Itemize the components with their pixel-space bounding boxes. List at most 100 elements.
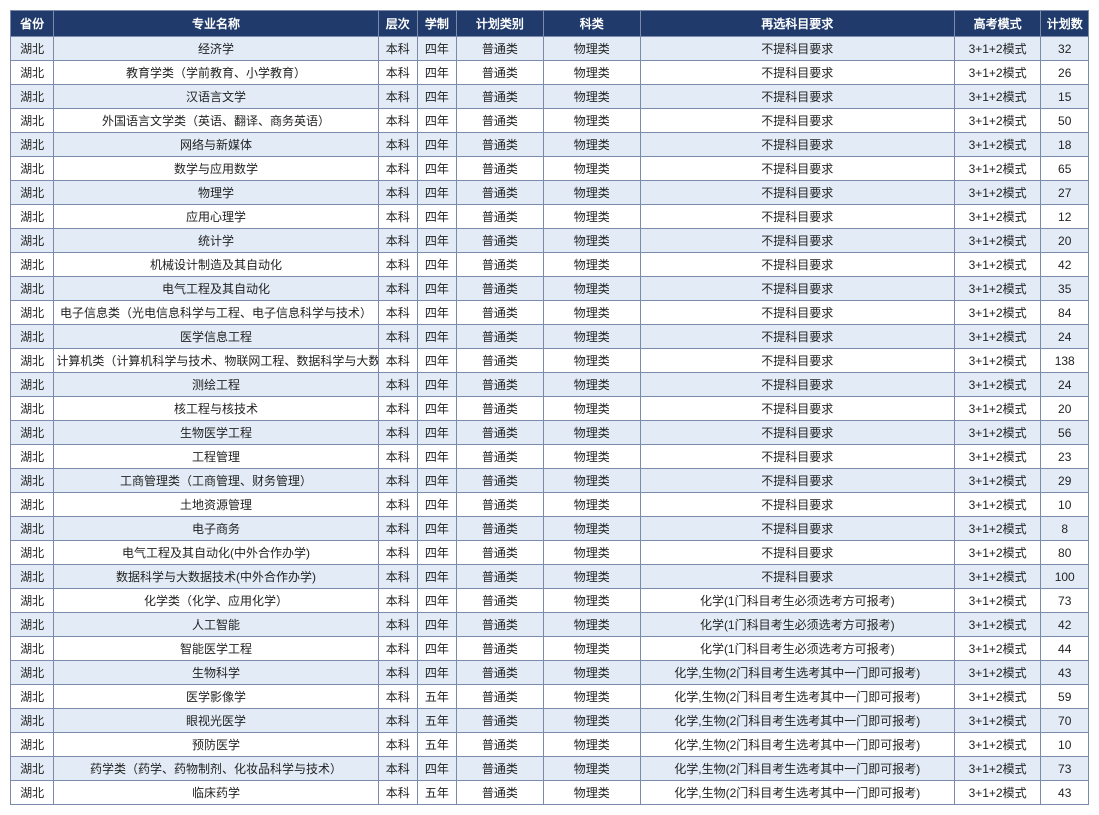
table-cell: 不提科目要求 (640, 397, 954, 421)
table-cell: 不提科目要求 (640, 205, 954, 229)
table-cell: 化学,生物(2门科目考生选考其中一门即可报考) (640, 781, 954, 805)
table-cell: 3+1+2模式 (954, 517, 1041, 541)
table-cell: 物理类 (543, 685, 640, 709)
table-cell: 四年 (417, 205, 456, 229)
table-cell: 20 (1041, 397, 1089, 421)
table-cell: 湖北 (11, 397, 54, 421)
table-cell: 本科 (378, 397, 417, 421)
table-row: 湖北网络与新媒体本科四年普通类物理类不提科目要求3+1+2模式18 (11, 133, 1089, 157)
table-row: 湖北工商管理类（工商管理、财务管理）本科四年普通类物理类不提科目要求3+1+2模… (11, 469, 1089, 493)
table-cell: 四年 (417, 469, 456, 493)
table-cell: 智能医学工程 (54, 637, 378, 661)
table-cell: 3+1+2模式 (954, 157, 1041, 181)
table-cell: 不提科目要求 (640, 61, 954, 85)
table-cell: 3+1+2模式 (954, 349, 1041, 373)
table-cell: 四年 (417, 85, 456, 109)
table-cell: 普通类 (457, 181, 544, 205)
table-cell: 不提科目要求 (640, 565, 954, 589)
table-cell: 物理类 (543, 517, 640, 541)
table-cell: 四年 (417, 157, 456, 181)
table-cell: 四年 (417, 301, 456, 325)
table-cell: 不提科目要求 (640, 541, 954, 565)
table-cell: 普通类 (457, 685, 544, 709)
table-cell: 湖北 (11, 133, 54, 157)
table-row: 湖北生物科学本科四年普通类物理类化学,生物(2门科目考生选考其中一门即可报考)3… (11, 661, 1089, 685)
table-cell: 湖北 (11, 277, 54, 301)
table-cell: 8 (1041, 517, 1089, 541)
table-cell: 四年 (417, 541, 456, 565)
table-row: 湖北机械设计制造及其自动化本科四年普通类物理类不提科目要求3+1+2模式42 (11, 253, 1089, 277)
table-cell: 普通类 (457, 373, 544, 397)
table-cell: 普通类 (457, 757, 544, 781)
table-cell: 化学,生物(2门科目考生选考其中一门即可报考) (640, 757, 954, 781)
table-cell: 普通类 (457, 493, 544, 517)
table-row: 湖北医学信息工程本科四年普通类物理类不提科目要求3+1+2模式24 (11, 325, 1089, 349)
table-row: 湖北数据科学与大数据技术(中外合作办学)本科四年普通类物理类不提科目要求3+1+… (11, 565, 1089, 589)
table-cell: 物理类 (543, 709, 640, 733)
table-row: 湖北核工程与核技术本科四年普通类物理类不提科目要求3+1+2模式20 (11, 397, 1089, 421)
table-cell: 湖北 (11, 589, 54, 613)
col-duration: 学制 (417, 11, 456, 37)
table-cell: 计算机类（计算机科学与技术、物联网工程、数据科学与大数据技术） (54, 349, 378, 373)
table-cell: 物理类 (543, 349, 640, 373)
table-cell: 不提科目要求 (640, 493, 954, 517)
table-cell: 3+1+2模式 (954, 277, 1041, 301)
table-cell: 3+1+2模式 (954, 589, 1041, 613)
table-row: 湖北物理学本科四年普通类物理类不提科目要求3+1+2模式27 (11, 181, 1089, 205)
table-row: 湖北教育学类（学前教育、小学教育）本科四年普通类物理类不提科目要求3+1+2模式… (11, 61, 1089, 85)
table-cell: 普通类 (457, 469, 544, 493)
table-cell: 电子商务 (54, 517, 378, 541)
table-cell: 物理类 (543, 205, 640, 229)
table-cell: 物理类 (543, 661, 640, 685)
table-cell: 四年 (417, 565, 456, 589)
table-cell: 湖北 (11, 109, 54, 133)
table-cell: 湖北 (11, 493, 54, 517)
col-subject-req: 再选科目要求 (640, 11, 954, 37)
table-cell: 药学类（药学、药物制剂、化妆品科学与技术） (54, 757, 378, 781)
table-cell: 物理类 (543, 493, 640, 517)
table-cell: 湖北 (11, 253, 54, 277)
table-cell: 网络与新媒体 (54, 133, 378, 157)
table-cell: 普通类 (457, 109, 544, 133)
table-row: 湖北临床药学本科五年普通类物理类化学,生物(2门科目考生选考其中一门即可报考)3… (11, 781, 1089, 805)
col-plan-type: 计划类别 (457, 11, 544, 37)
table-cell: 湖北 (11, 613, 54, 637)
table-cell: 本科 (378, 709, 417, 733)
table-cell: 3+1+2模式 (954, 109, 1041, 133)
table-cell: 工商管理类（工商管理、财务管理） (54, 469, 378, 493)
table-row: 湖北电子商务本科四年普通类物理类不提科目要求3+1+2模式8 (11, 517, 1089, 541)
table-cell: 生物科学 (54, 661, 378, 685)
table-cell: 普通类 (457, 277, 544, 301)
table-body: 湖北经济学本科四年普通类物理类不提科目要求3+1+2模式32湖北教育学类（学前教… (11, 37, 1089, 805)
table-row: 湖北医学影像学本科五年普通类物理类化学,生物(2门科目考生选考其中一门即可报考)… (11, 685, 1089, 709)
table-cell: 湖北 (11, 229, 54, 253)
table-cell: 物理类 (543, 61, 640, 85)
table-cell: 3+1+2模式 (954, 325, 1041, 349)
table-cell: 普通类 (457, 637, 544, 661)
table-cell: 不提科目要求 (640, 301, 954, 325)
table-cell: 本科 (378, 157, 417, 181)
table-cell: 普通类 (457, 37, 544, 61)
table-cell: 数据科学与大数据技术(中外合作办学) (54, 565, 378, 589)
table-cell: 五年 (417, 709, 456, 733)
table-cell: 核工程与核技术 (54, 397, 378, 421)
table-cell: 化学(1门科目考生必须选考方可报考) (640, 613, 954, 637)
table-cell: 不提科目要求 (640, 37, 954, 61)
table-cell: 四年 (417, 181, 456, 205)
col-level: 层次 (378, 11, 417, 37)
table-cell: 10 (1041, 493, 1089, 517)
table-cell: 物理类 (543, 781, 640, 805)
table-cell: 机械设计制造及其自动化 (54, 253, 378, 277)
table-cell: 物理类 (543, 277, 640, 301)
table-cell: 湖北 (11, 301, 54, 325)
table-cell: 普通类 (457, 661, 544, 685)
table-cell: 四年 (417, 421, 456, 445)
table-cell: 普通类 (457, 733, 544, 757)
table-row: 湖北电子信息类（光电信息科学与工程、电子信息科学与技术）本科四年普通类物理类不提… (11, 301, 1089, 325)
table-cell: 3+1+2模式 (954, 85, 1041, 109)
table-cell: 普通类 (457, 565, 544, 589)
table-cell: 35 (1041, 277, 1089, 301)
table-cell: 3+1+2模式 (954, 757, 1041, 781)
table-cell: 本科 (378, 277, 417, 301)
table-row: 湖北药学类（药学、药物制剂、化妆品科学与技术）本科四年普通类物理类化学,生物(2… (11, 757, 1089, 781)
